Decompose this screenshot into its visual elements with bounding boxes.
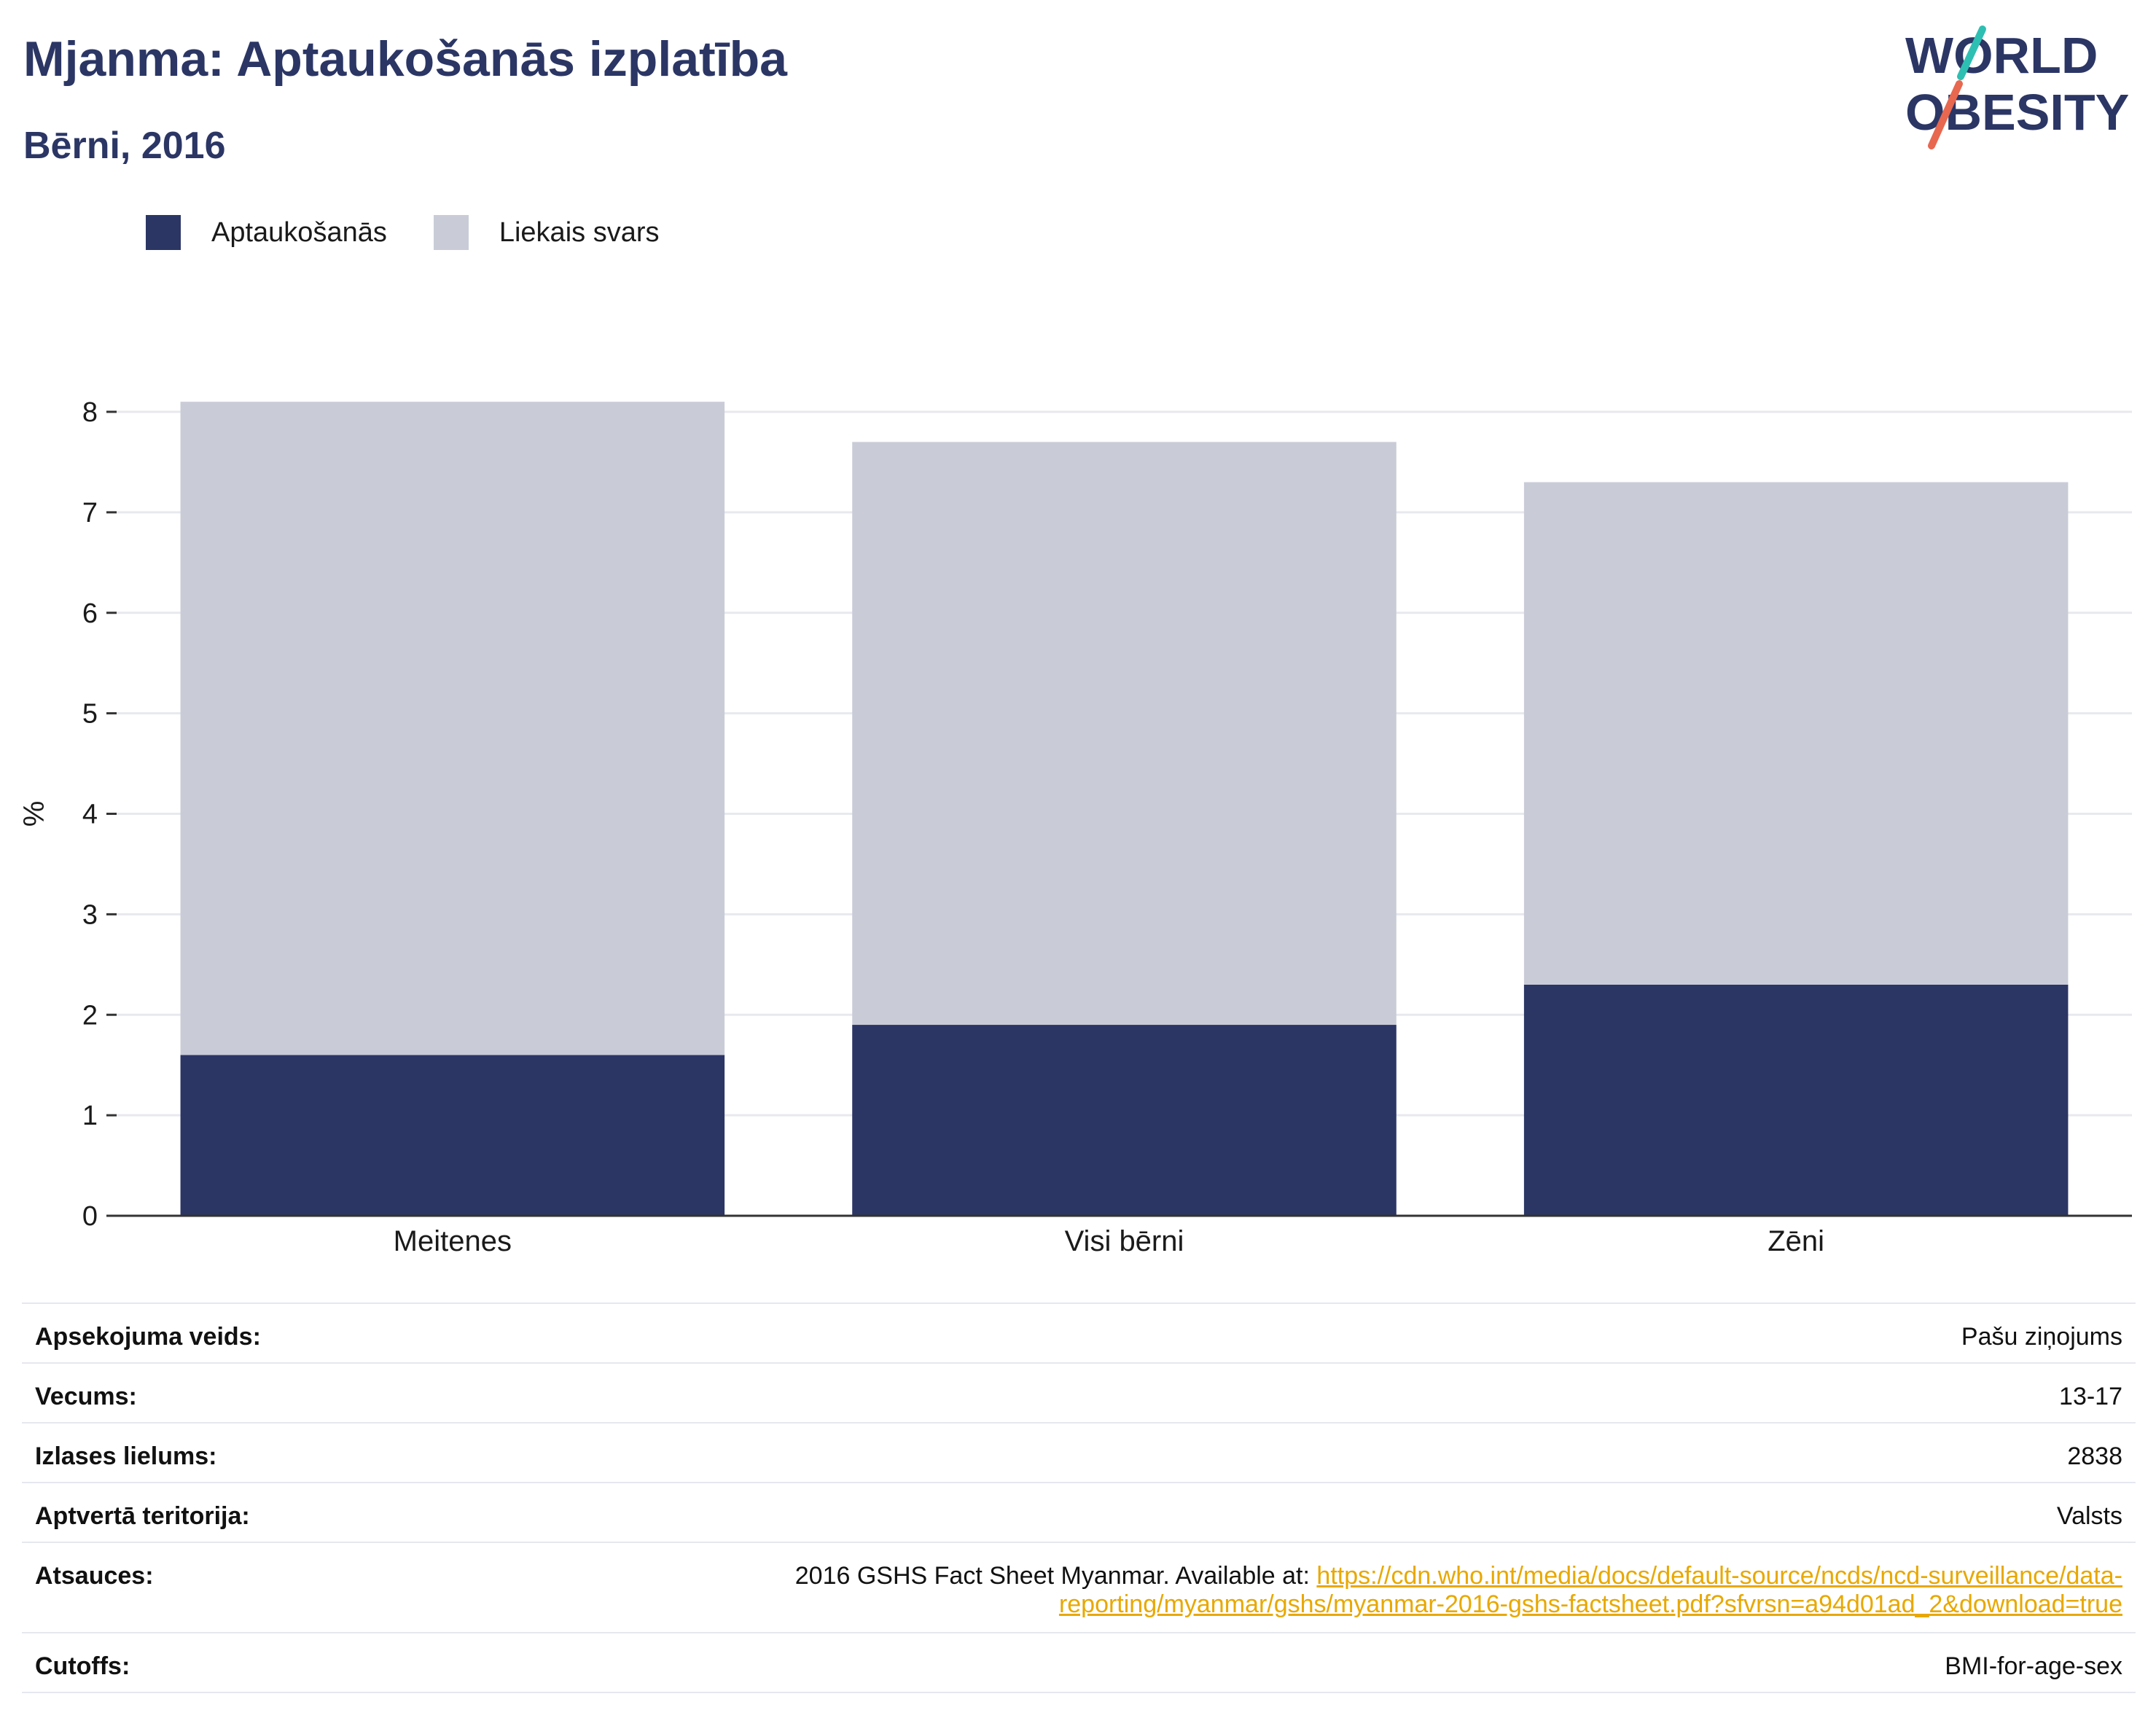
y-tick-label: 4 [82,800,98,830]
logo-slash-coral [1928,80,1963,149]
details-row-sample-size: Izlases lielums: 2838 [22,1422,2136,1483]
details-key-age: Vecums: [22,1362,354,1423]
details-key-sample-size: Izlases lielums: [22,1422,354,1483]
stacked-bar-chart: 0 1 2 3 4 5 6 7 8% Meitenes Visi bērni Zēni [18,397,2132,1254]
y-tick-label: 7 [82,498,98,528]
y-tick-label: 0 [82,1201,98,1232]
y-tick-label: 8 [82,397,98,428]
legend-item-overweight[interactable]: Liekais svars [433,215,660,250]
legend-label-overweight: Liekais svars [499,216,660,248]
legend-item-obesity[interactable]: Aptaukošanās [146,215,387,250]
y-axis-label: % [18,801,50,827]
chart-subtitle: Bērni, 2016 [23,125,226,167]
details-key-survey-type: Apsekojuma veids: [22,1303,354,1363]
references-link-line1: https://cdn.who.int/media/docs/default-s… [1316,1562,2122,1590]
details-row-age: Vecums: 13-17 [22,1362,2136,1423]
details-row-references: Atsauces: 2016 GSHS Fact Sheet Myanmar. … [22,1542,2136,1633]
chart-legend: Aptaukošanās Liekais svars [146,215,706,250]
legend-swatch-overweight [433,215,469,250]
y-tick-label: 6 [82,598,98,629]
bar-segment [852,1025,1397,1216]
bar-segment [180,402,725,1055]
legend-swatch-obesity [146,215,181,250]
details-value-cutoffs: BMI-for-age-sex [354,1632,2136,1693]
y-tick-label: 5 [82,699,98,730]
details-key-area: Aptvertā teritorija: [22,1482,354,1542]
logo-slash-teal [1957,26,1986,80]
details-value-age: 13-17 [354,1362,2136,1423]
bar-segment [1523,984,2069,1216]
bar-segment [852,442,1397,1026]
x-tick-label: Zēni [1768,1225,1824,1254]
details-value-survey-type: Pašu ziņojums [354,1303,2136,1363]
y-tick-label: 3 [82,899,98,930]
y-tick-label: 2 [82,1000,98,1031]
details-value-area: Valsts [354,1482,2136,1542]
details-row-survey-type: Apsekojuma veids: Pašu ziņojums [22,1303,2136,1363]
logo-text-world: WORLD [1905,27,2098,84]
x-tick-label: Visi bērni [1065,1225,1184,1254]
x-tick-label: Meitenes [394,1225,512,1254]
survey-details-table: Apsekojuma veids: Pašu ziņojums Vecums: … [22,1303,2136,1693]
details-row-cutoffs: Cutoffs: BMI-for-age-sex [22,1632,2136,1693]
world-obesity-logo: WORLD OBESITY [1905,26,2129,149]
references-link[interactable]: https://cdn.who.int/media/docs/default-s… [1059,1562,2122,1618]
details-row-area: Aptvertā teritorija: Valsts [22,1482,2136,1542]
details-value-sample-size: 2838 [354,1422,2136,1483]
legend-label-obesity: Aptaukošanās [211,216,387,248]
bar-segment [180,1055,725,1216]
chart-title: Mjanma: Aptaukošanās izplatība [23,31,787,87]
y-tick-label: 1 [82,1101,98,1131]
details-key-cutoffs: Cutoffs: [22,1632,354,1693]
references-text: 2016 GSHS Fact Sheet Myanmar. Available … [794,1562,1317,1590]
references-link-line2: reporting/myanmar/gshs/myanmar-2016-gshs… [1058,1590,2122,1618]
details-key-references: Atsauces: [22,1542,354,1633]
details-value-references: 2016 GSHS Fact Sheet Myanmar. Available … [354,1542,2136,1633]
bar-segment [1523,482,2069,985]
